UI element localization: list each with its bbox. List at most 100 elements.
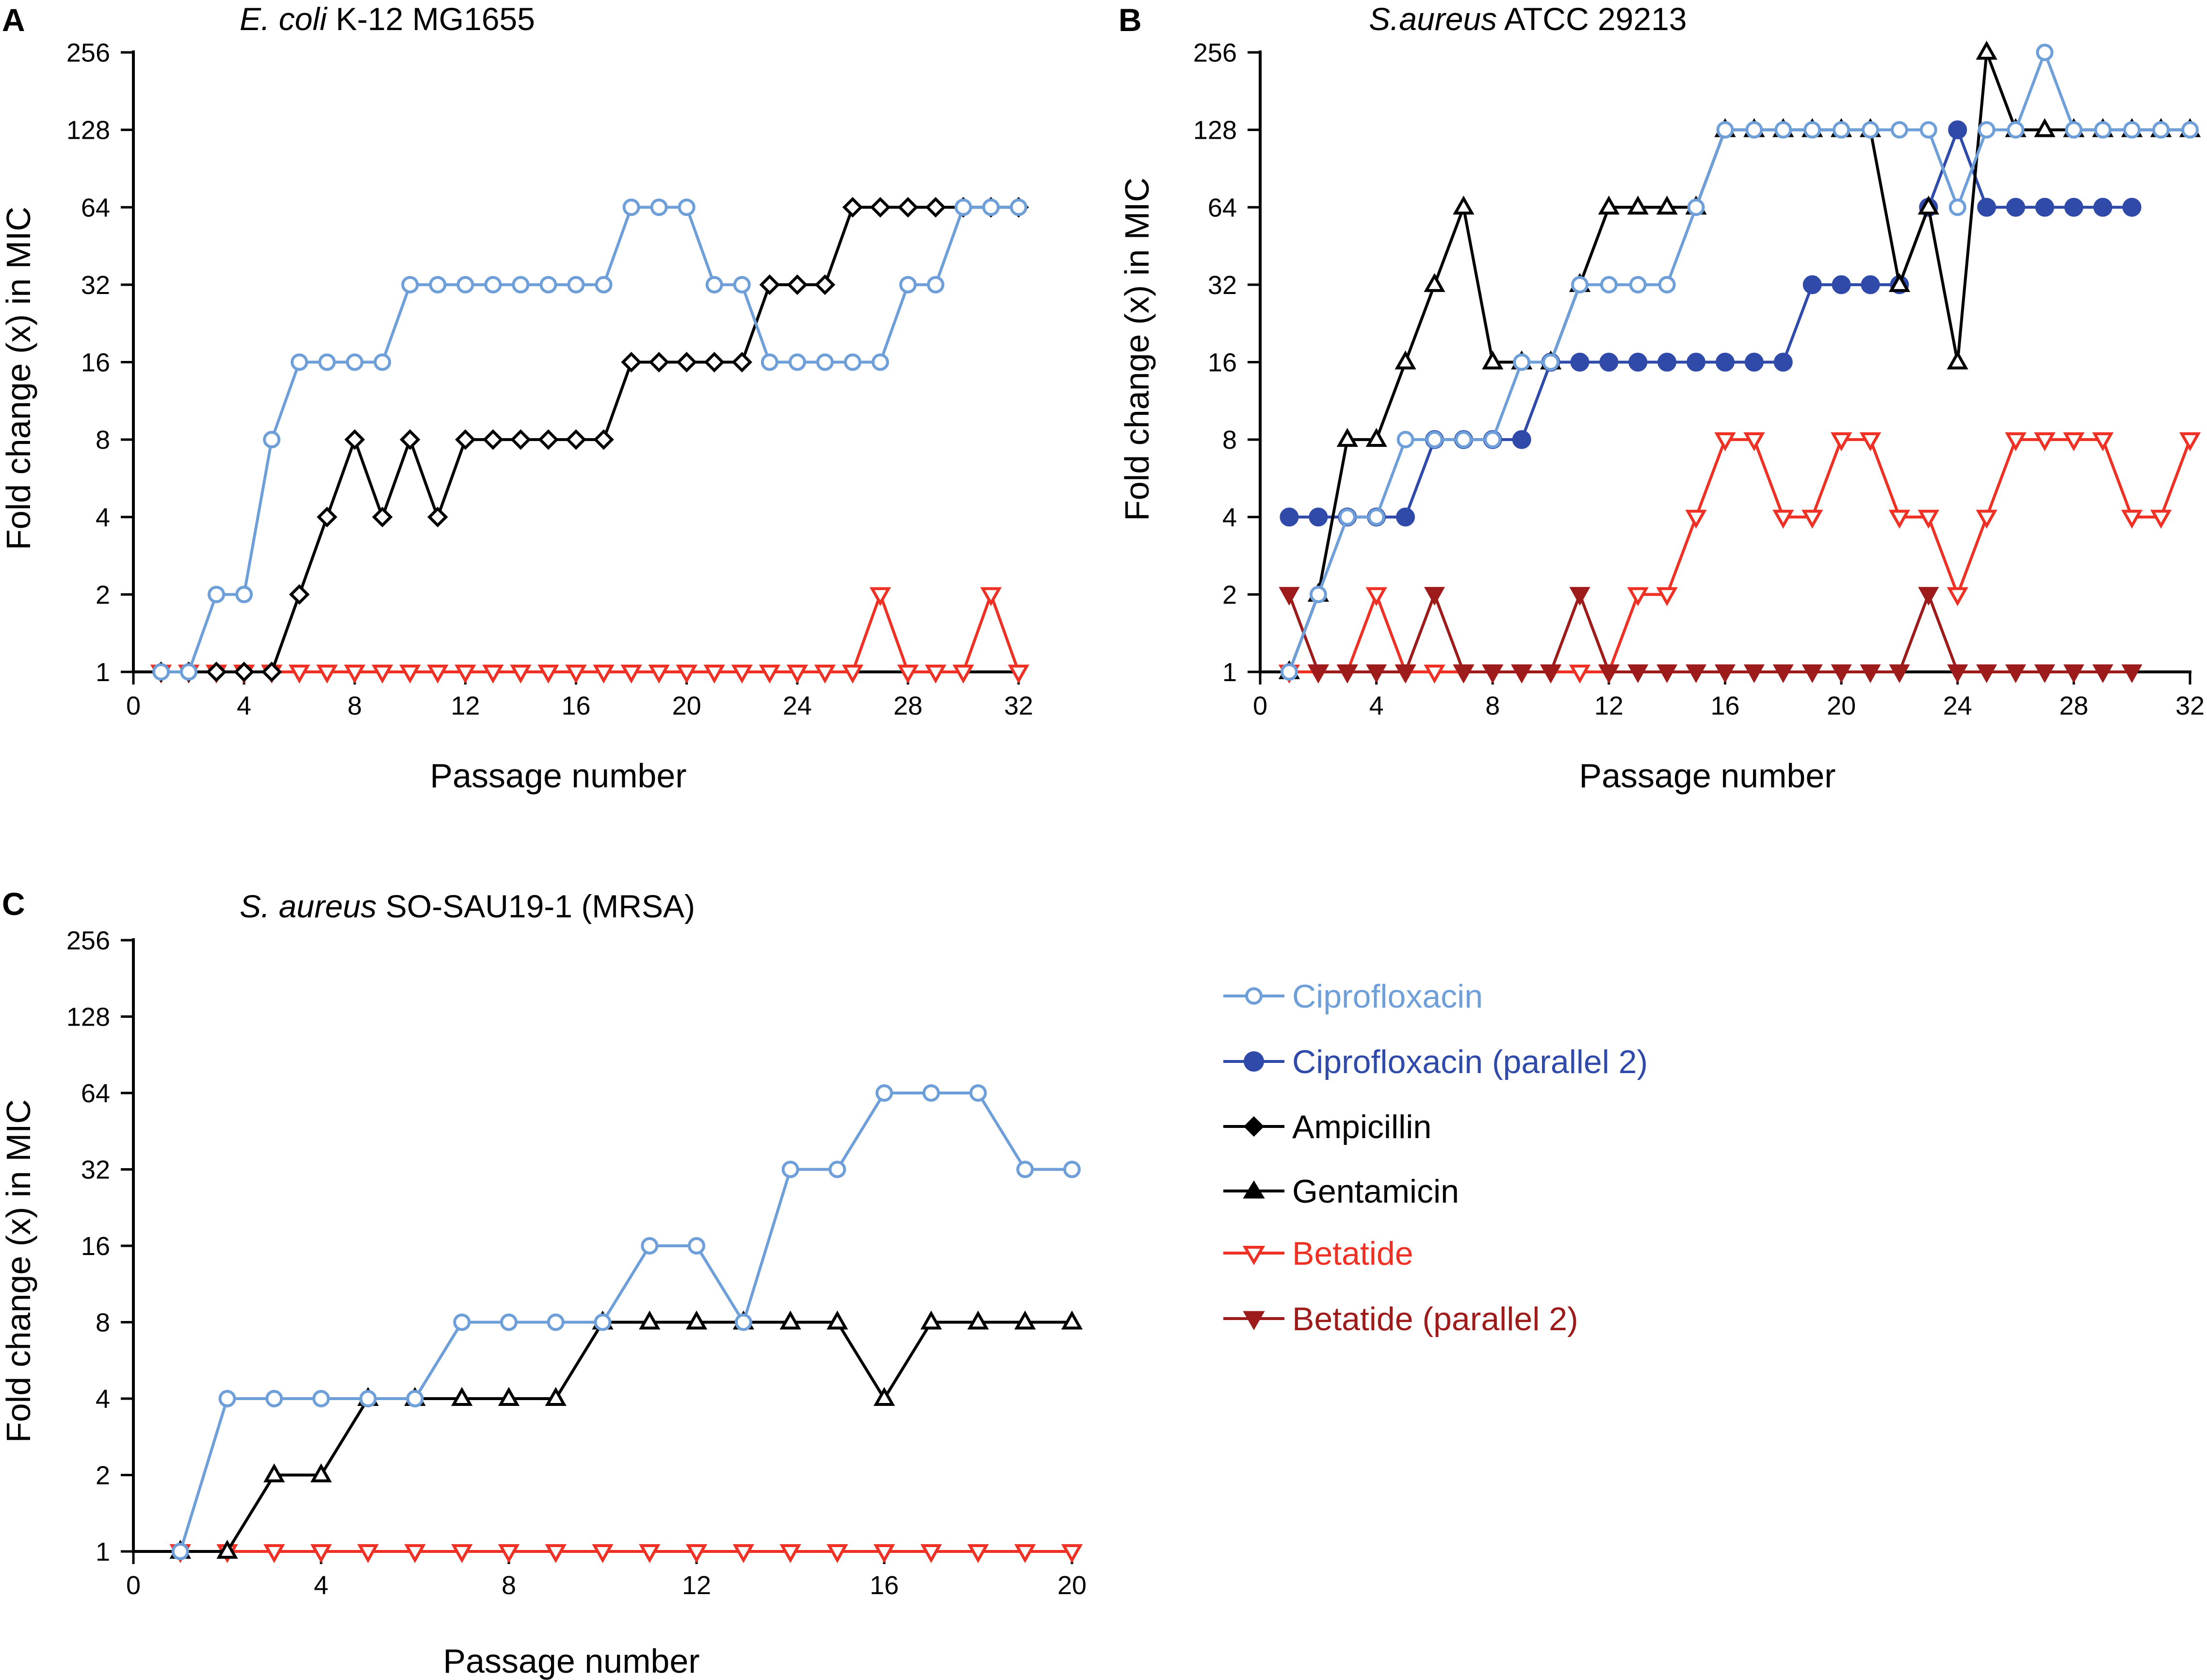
data-point [1016,1160,1034,1178]
data-point [2152,121,2170,139]
panel-letter: A [2,2,25,38]
data-point [842,197,863,218]
data-point [372,665,393,684]
data-point [920,1310,942,1330]
data-point [1542,353,1560,371]
y-tick-label: 8 [96,1308,110,1337]
x-axis-label: Passage number [443,1642,699,1680]
data-point [152,663,170,681]
data-point [1453,664,1474,684]
series-line [180,1321,1072,1553]
y-tick-label: 1 [1222,658,1237,687]
data-point [952,665,974,684]
series-line [161,593,1020,673]
data-point [1977,197,1996,217]
data-point [1395,664,1416,684]
data-point [208,586,226,603]
x-tick-label: 12 [1594,691,1623,720]
series-line [1289,128,2132,519]
data-point [2094,121,2112,139]
data-point [1007,665,1030,684]
series-line [161,206,1019,673]
data-point [969,1084,987,1102]
y-tick-label: 64 [1208,193,1237,222]
data-point [967,1544,989,1564]
data-point [733,276,751,294]
data-point [1570,353,1590,372]
data-point [1628,353,1648,372]
data-point [871,353,889,371]
data-point [1831,664,1852,684]
data-point [2179,432,2201,452]
panel-title-strain: SO-SAU19-1 (MRSA) [377,888,695,924]
data-point [786,665,808,684]
data-point [1396,431,1414,449]
data-point [982,198,1000,216]
data-point [593,665,615,684]
data-point [870,197,891,218]
data-point [498,1386,520,1406]
y-tick-label: 1 [96,658,110,687]
y-tick-label: 2 [96,1461,110,1490]
data-point [406,1390,424,1407]
data-point [620,665,642,684]
data-point [787,274,808,295]
data-point [688,1237,705,1255]
data-point [705,276,723,294]
data-point [2064,197,2083,217]
data-point [1424,273,1445,292]
data-point [404,1544,426,1564]
data-point [844,353,861,371]
x-axis-label: Passage number [430,757,686,795]
data-point [1484,431,1502,449]
legend-marker-circle-open [1245,987,1263,1005]
data-point [346,353,364,371]
data-point [261,661,282,683]
data-point [1366,664,1387,684]
data-point [2123,121,2141,139]
data-point [2007,121,2025,139]
data-point [731,352,752,373]
data-point [2034,432,2056,452]
data-point [1395,350,1416,370]
data-point [897,665,919,684]
data-point [1455,431,1473,449]
data-point [453,1313,471,1331]
data-point [873,1386,895,1406]
legend-label: Betatide (parallel 2) [1292,1301,1578,1337]
x-tick-label: 16 [561,691,590,720]
data-point [2063,432,2085,452]
data-point [359,1390,377,1407]
data-point [2093,197,2112,217]
data-point [925,197,946,218]
data-point [429,276,447,294]
panel-title: S.aureus ATCC 29213 [1369,1,1687,37]
data-point [1830,432,1852,452]
data-point [1337,664,1358,684]
data-point [1336,428,1358,447]
data-point [1744,353,1764,372]
data-point [1063,1160,1081,1178]
data-point [1803,121,1821,139]
series-betatide-parallel-2 [1279,587,2142,684]
panel-title-organism: S.aureus [1369,1,1497,37]
data-point [289,665,310,684]
data-point [1947,587,1968,606]
data-point [312,1390,330,1407]
data-point [510,665,532,684]
x-tick-label: 8 [1485,691,1500,720]
y-tick-label: 256 [66,38,110,67]
data-point [427,506,448,527]
data-point [1917,196,1939,215]
x-tick-label: 32 [1004,691,1033,720]
x-tick-label: 24 [783,691,812,720]
panel-title: S. aureus SO-SAU19-1 (MRSA) [240,888,695,924]
data-point [1918,587,1939,606]
data-point [566,429,586,450]
legend-marker-triangle-down-filled [1243,1311,1265,1331]
data-point [1309,507,1328,527]
data-point [2035,197,2054,217]
legend-marker-circle-filled [1244,1051,1264,1072]
panel-title-organism: S. aureus [240,888,377,924]
